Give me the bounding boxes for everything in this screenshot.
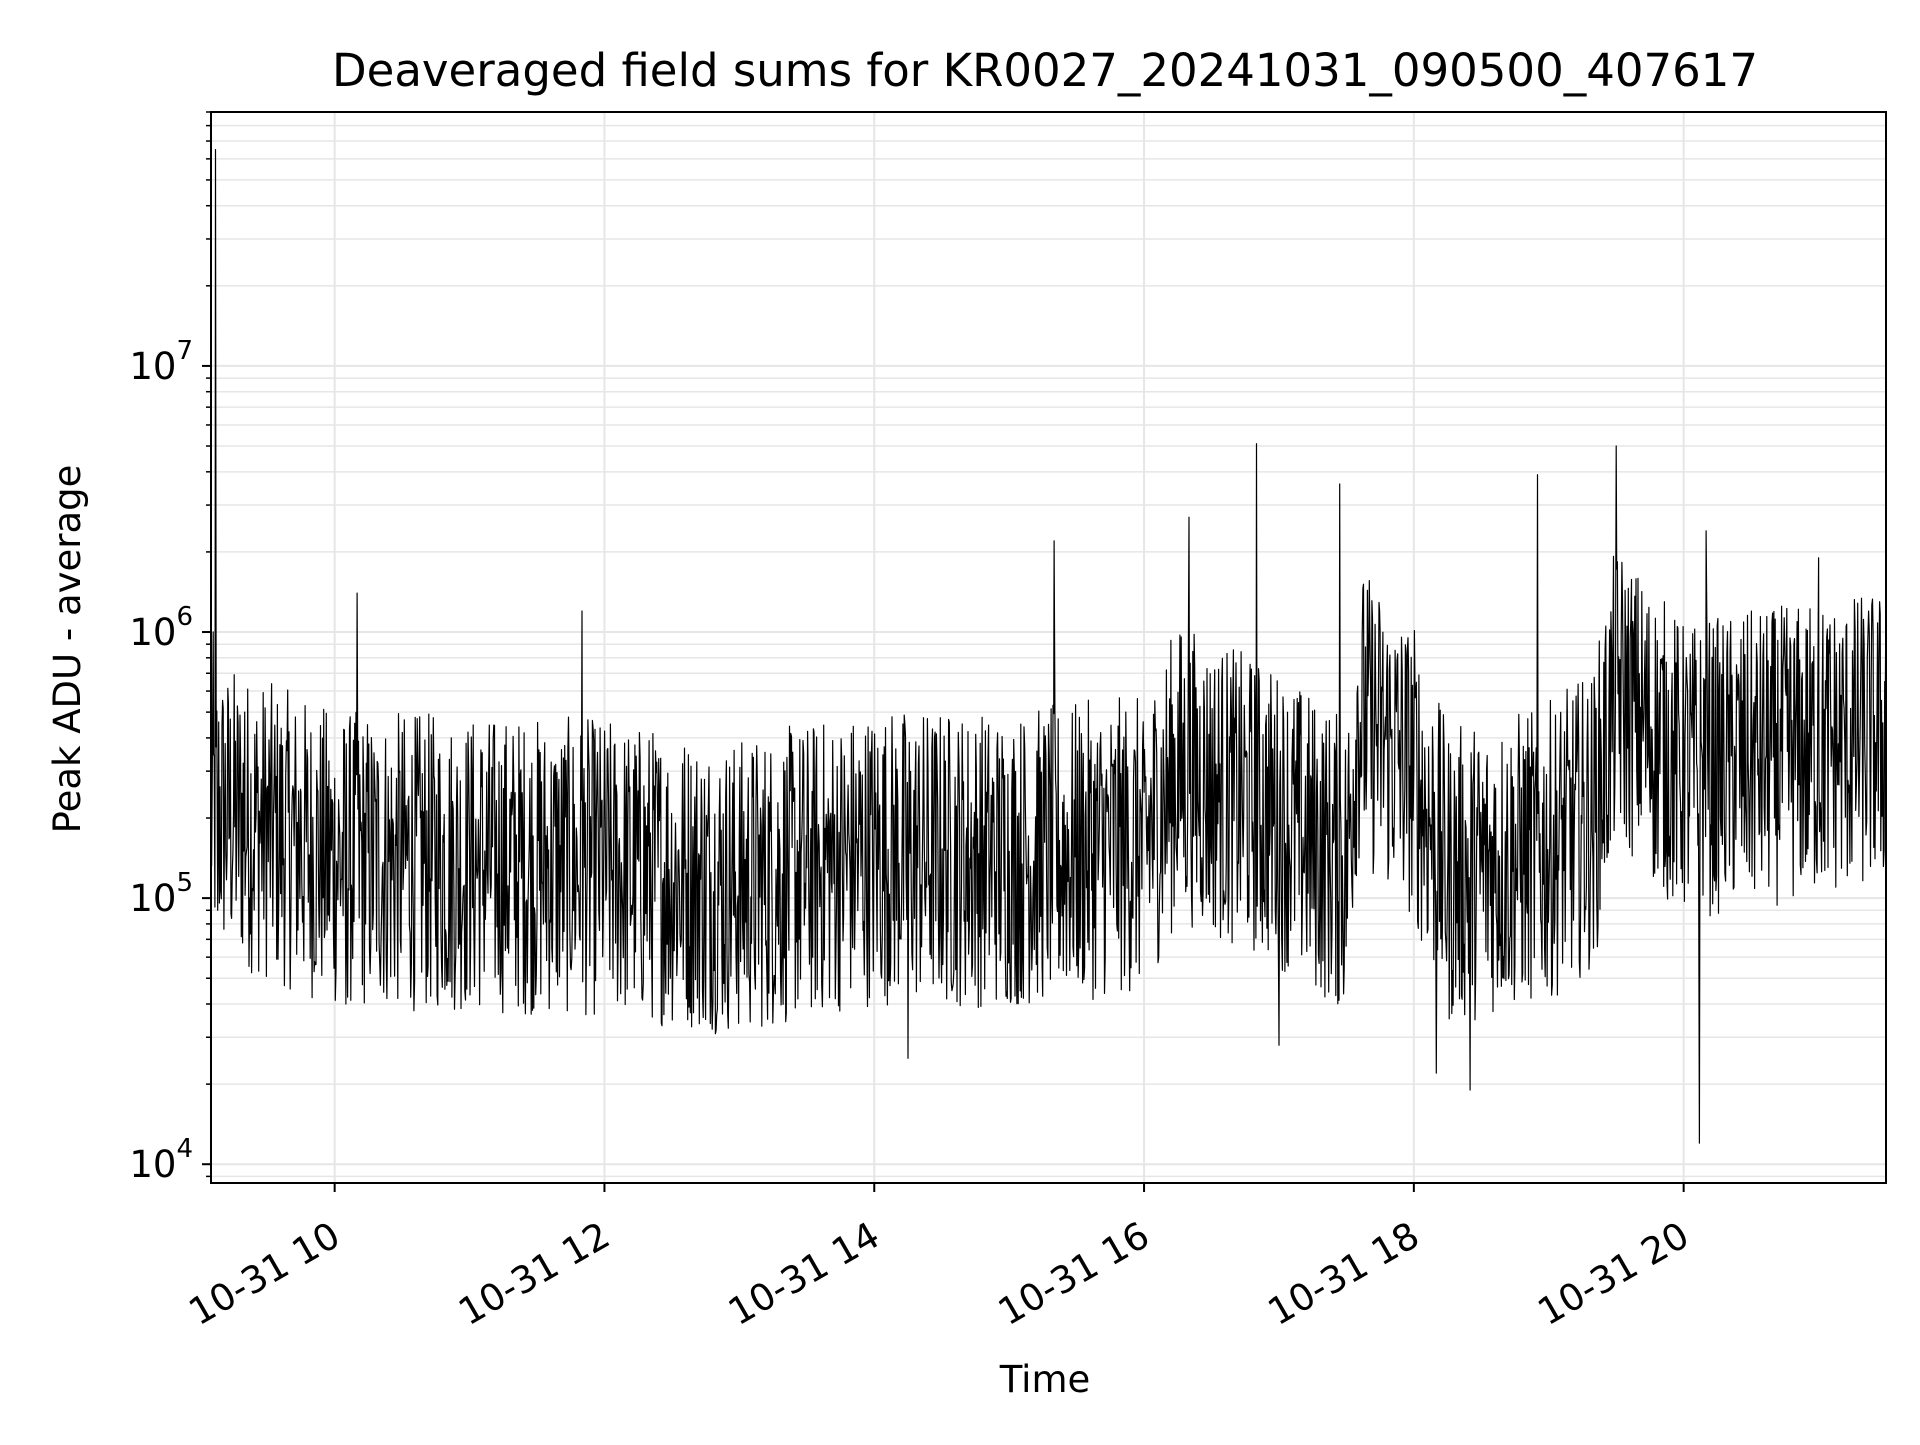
plot-frame bbox=[210, 111, 1887, 1184]
x-axis-label: Time bbox=[999, 1358, 1091, 1401]
y-tick-exponent: 7 bbox=[176, 336, 193, 366]
y-tick-exponent: 5 bbox=[176, 868, 193, 898]
y-tick-exponent: 4 bbox=[176, 1134, 193, 1164]
series-line bbox=[210, 149, 1887, 1144]
series-layer bbox=[210, 149, 1887, 1144]
y-tick-exponent: 6 bbox=[176, 602, 193, 632]
chart-title: Deaveraged field sums for KR0027_2024103… bbox=[332, 44, 1758, 97]
y-axis-label: Peak ADU - average bbox=[46, 465, 89, 834]
